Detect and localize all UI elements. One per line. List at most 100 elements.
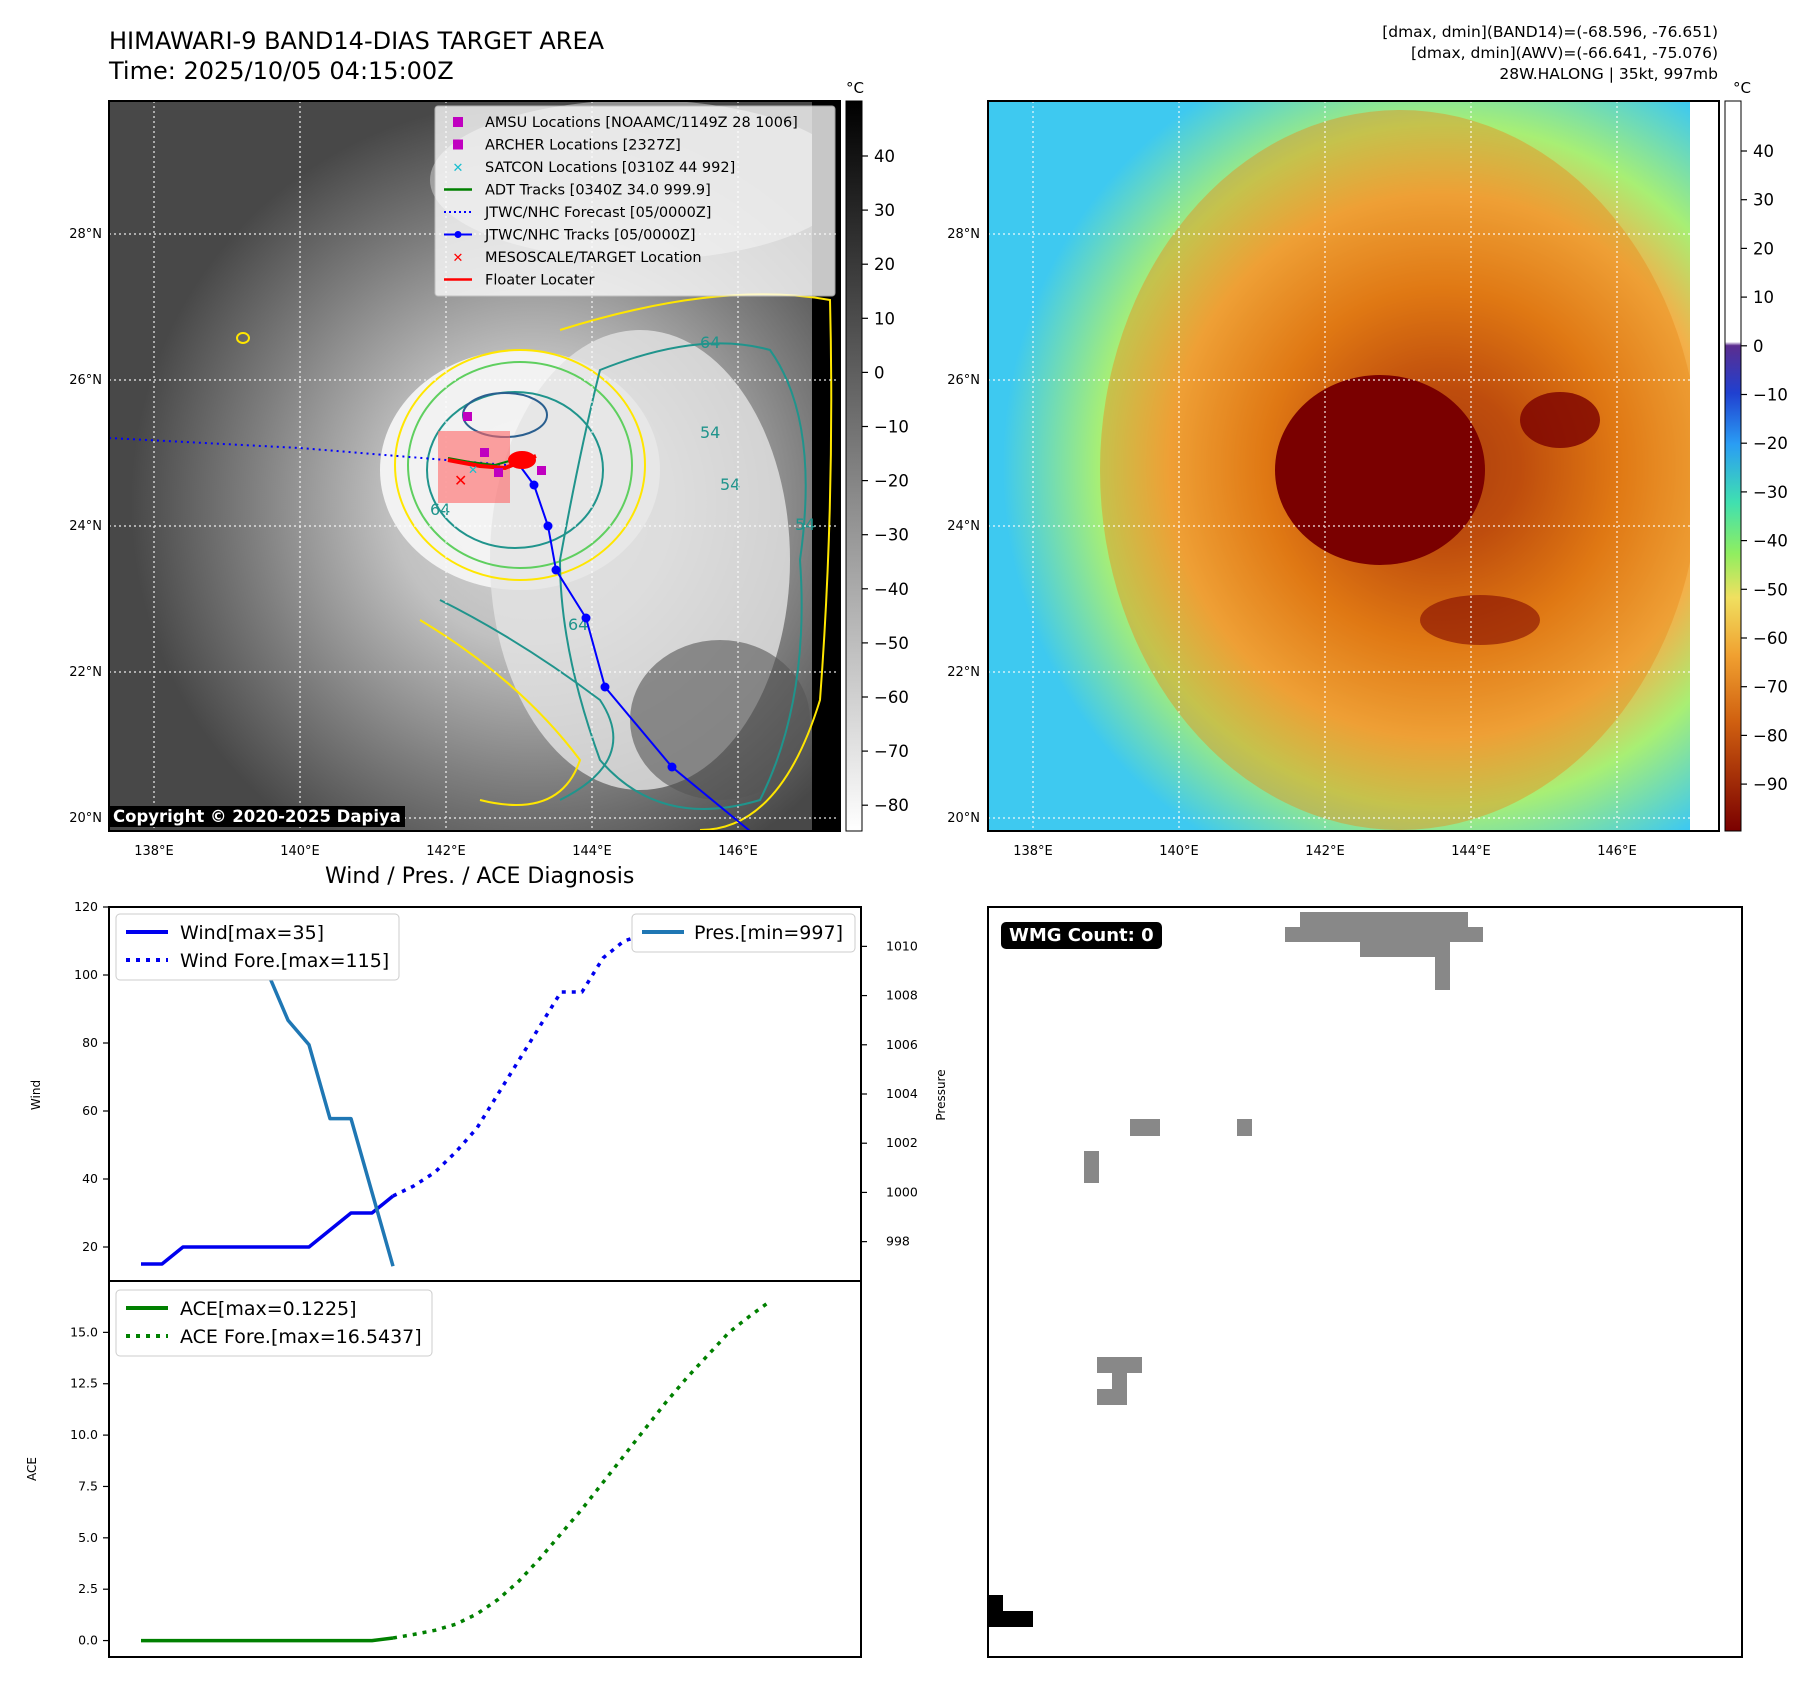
colorbar-tick-label: 30 [874, 201, 895, 220]
ace-legend: ACE[max=0.1225] ACE Fore.[max=16.5437] [115, 1289, 433, 1357]
axis-tick-label: 60 [82, 1103, 98, 1118]
colorbar-tick-label: −10 [874, 418, 909, 437]
legend-square-marker [453, 117, 463, 127]
map-legend-label: JTWC/NHC Tracks [05/0000Z] [484, 228, 696, 244]
contour-label: 54 [700, 423, 720, 442]
lon-tick-label: 146°E [718, 844, 758, 859]
legend-x-marker: ✕ [453, 251, 464, 266]
axis-tick-label: 1006 [886, 1037, 918, 1052]
lat-tick-label: 22°N [69, 665, 102, 680]
ir-map-lat-ticks: 28°N 26°N 24°N 22°N 20°N [69, 227, 102, 826]
colorbar-tick-label: −30 [1753, 483, 1788, 502]
map-gridlines [988, 101, 1719, 831]
floater-locater-blob [508, 451, 536, 469]
legend-wind: Wind[max=35] [180, 922, 324, 944]
wind-forecast-series-line [392, 922, 772, 1198]
legend-square-marker [453, 139, 463, 150]
axis-tick-label: 20 [82, 1239, 98, 1254]
axis-tick-label: 2.5 [78, 1581, 98, 1596]
lat-tick-label: 22°N [947, 665, 980, 680]
map-legend: AMSU Locations [NOAAMC/1149Z 28 1006] ARC… [434, 105, 836, 297]
lat-tick-label: 26°N [69, 373, 102, 388]
ir-map-lon-ticks: 138°E 140°E 142°E 144°E 146°E [134, 844, 758, 859]
wmg-frame [987, 906, 1743, 1658]
axis-tick-label: 120 [74, 899, 98, 914]
map-legend-label: ADT Tracks [0340Z 34.0 999.9] [485, 183, 711, 199]
map-legend-item: ARCHER Locations [2327Z] [453, 138, 681, 154]
axis-tick-label: 1010 [886, 938, 918, 953]
mesoscale-target-marker: ✕ [454, 471, 467, 490]
axis-tick-label: 1004 [886, 1086, 918, 1101]
lon-tick-label: 146°E [1597, 844, 1637, 859]
map-legend-label: SATCON Locations [0310Z 44 992] [485, 160, 735, 176]
colorbar-tick-label: −20 [1753, 434, 1788, 453]
lat-tick-label: 24°N [947, 519, 980, 534]
map-gridlines [109, 101, 840, 831]
ir-gray-map: 64 54 64 54 54 64 [69, 79, 909, 859]
axis-tick-label: 7.5 [78, 1478, 98, 1493]
colorbar-tick-label: 10 [1753, 288, 1774, 307]
diagnosis-title: Wind / Pres. / ACE Diagnosis [325, 864, 635, 889]
contour-label: 64 [700, 333, 720, 352]
lon-tick-label: 138°E [1013, 844, 1053, 859]
color-map-lon-ticks: 138°E 140°E 142°E 144°E 146°E [1013, 844, 1637, 859]
colorbar-tick-label: −50 [1753, 580, 1788, 599]
amsu-archer-markers [463, 412, 546, 477]
map-legend-item: Floater Locater [444, 273, 594, 289]
axis-tick-label: 1002 [886, 1135, 918, 1150]
lat-tick-label: 20°N [947, 811, 980, 826]
colorbar-tick-label: 0 [874, 363, 885, 382]
map-legend-item: ✕ SATCON Locations [0310Z 44 992] [453, 160, 736, 176]
axis-tick-label: 1008 [886, 988, 918, 1003]
contour-label: 54 [720, 475, 740, 494]
legend-wind-fore: Wind Fore.[max=115] [180, 950, 389, 972]
colorbar-tick-label: −80 [1753, 726, 1788, 745]
colorbar-tick-label: −20 [874, 472, 909, 491]
jtwc-track-points [529, 480, 677, 772]
wind-axis-ticks: 120 100 80 60 40 20 [74, 899, 109, 1254]
colorbar-tick-label: −30 [874, 526, 909, 545]
lon-tick-label: 144°E [1451, 844, 1491, 859]
pressure-axis-ticks: 1010 1008 1006 1004 1002 1000 998 [861, 938, 918, 1249]
legend-dot-marker [454, 231, 462, 238]
legend-x-marker: ✕ [453, 161, 464, 176]
color-map-frame [987, 100, 1720, 832]
copyright-label: Copyright © 2020-2025 Dapiya [109, 806, 405, 827]
map-legend-item: AMSU Locations [NOAAMC/1149Z 28 1006] [453, 115, 798, 131]
map-legend-item: ADT Tracks [0340Z 34.0 999.9] [444, 183, 711, 199]
colorbar-tick-label: −40 [1753, 532, 1788, 551]
axis-tick-label: 40 [82, 1171, 98, 1186]
lon-tick-label: 144°E [572, 844, 612, 859]
axis-tick-label: 15.0 [70, 1324, 98, 1339]
colorbar-tick-label: −70 [1753, 678, 1788, 697]
map-legend-label: AMSU Locations [NOAAMC/1149Z 28 1006] [485, 115, 798, 131]
lat-tick-label: 24°N [69, 519, 102, 534]
color-map-lat-ticks: 28°N 26°N 24°N 22°N 20°N [947, 227, 980, 826]
axis-tick-label: 1000 [886, 1184, 918, 1199]
colorbar-tick-label: −10 [1753, 386, 1788, 405]
axis-tick-label: 10.0 [70, 1427, 98, 1442]
colorbar-tick-label: −60 [1753, 629, 1788, 648]
wind-legend: Wind[max=35] Wind Fore.[max=115] [115, 913, 400, 981]
figure-time: Time: 2025/10/05 04:15:00Z [109, 57, 454, 85]
color-colorbar [1724, 100, 1742, 832]
wmg-corner-cell [988, 1595, 1003, 1611]
lon-tick-label: 140°E [280, 844, 320, 859]
pressure-legend: Pres.[min=997] [631, 913, 856, 953]
info-awv-range: [dmax, dmin](AWV)=(-66.641, -75.076) [1411, 44, 1718, 62]
colorbar-tick-label: 30 [1753, 191, 1774, 210]
lat-tick-label: 26°N [947, 373, 980, 388]
colorbar-tick-label: −50 [874, 634, 909, 653]
lon-tick-label: 138°E [134, 844, 174, 859]
wind-axis-label: Wind [29, 1080, 43, 1110]
legend-ace-fore: ACE Fore.[max=16.5437] [180, 1326, 422, 1348]
colorbar-tick-label: −80 [874, 796, 909, 815]
jtwc-track-line [519, 465, 751, 831]
wmg-corner-cell [988, 1611, 1033, 1627]
lon-tick-label: 142°E [1305, 844, 1345, 859]
map-legend-label: Floater Locater [485, 273, 594, 289]
color-colorbar-ticks: 40 30 20 10 0 −10 −20 −30 −40 −50 −60 −70 −80 −90 [1741, 142, 1788, 794]
colorbar-tick-label: 20 [874, 255, 895, 274]
axis-tick-label: 0.0 [78, 1633, 98, 1648]
